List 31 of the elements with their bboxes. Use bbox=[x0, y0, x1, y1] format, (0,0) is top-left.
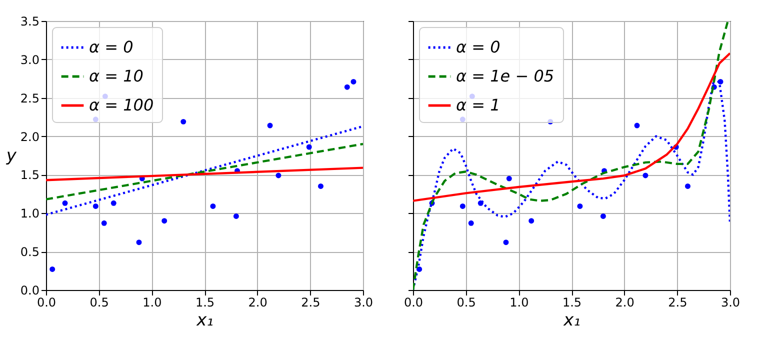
x-tick-label: 1.5 bbox=[562, 296, 582, 310]
x-tick-label: 2.5 bbox=[301, 296, 320, 310]
y-tick-label: 0.0 bbox=[20, 284, 40, 298]
legend-label: α = 1e − 05 bbox=[456, 66, 554, 86]
x-tick-label: 1.0 bbox=[142, 296, 162, 310]
x-tick-label: 1.0 bbox=[510, 296, 529, 310]
x-tick-label: 0.0 bbox=[404, 296, 424, 310]
x-tick-label: 3.0 bbox=[720, 296, 740, 310]
y-axis-title: y bbox=[5, 146, 18, 166]
x-axis-title: x₁ bbox=[196, 310, 214, 330]
y-tick-label: 2.0 bbox=[20, 130, 40, 144]
legend-label: α = 1 bbox=[456, 96, 500, 114]
y-tick-label: 1.0 bbox=[20, 206, 40, 221]
x-tick-label: 0.5 bbox=[90, 296, 109, 310]
legend-label: α = 0 bbox=[456, 38, 500, 56]
legend-label: α = 0 bbox=[89, 38, 134, 56]
x-tick-label: 2.5 bbox=[668, 296, 688, 310]
y-tick-label: 1.5 bbox=[20, 168, 40, 182]
y-tick-label: 0.5 bbox=[20, 245, 40, 260]
legend-label: α = 100 bbox=[89, 96, 154, 114]
y-tick-label: 2.5 bbox=[20, 91, 40, 106]
x-tick-label: 0.5 bbox=[456, 296, 476, 310]
x-tick-label: 0.0 bbox=[36, 296, 56, 310]
x-tick-label: 1.5 bbox=[195, 296, 215, 310]
x-tick-label: 2.0 bbox=[248, 296, 268, 310]
x-tick-label: 3.0 bbox=[354, 296, 374, 310]
x-tick-label: 2.0 bbox=[615, 296, 634, 310]
y-tick-label: 3.5 bbox=[20, 14, 40, 28]
legend-label: α = 10 bbox=[89, 66, 144, 86]
x-axis-title: x₁ bbox=[562, 310, 580, 330]
y-tick-label: 3.0 bbox=[20, 52, 40, 67]
